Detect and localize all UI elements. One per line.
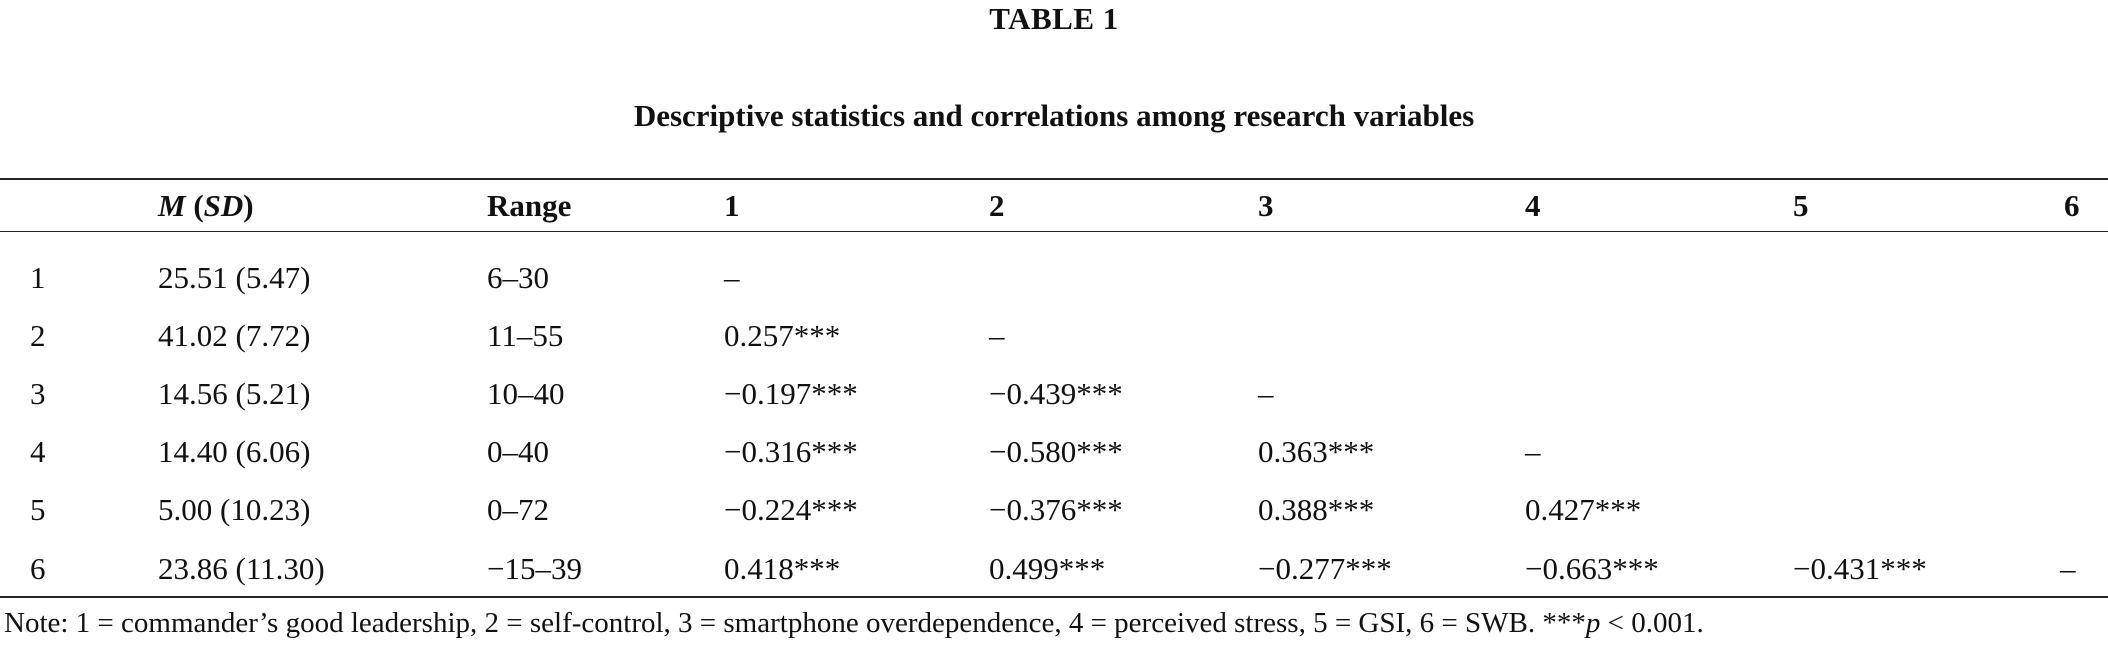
header-mean-sd: M (SD) <box>158 186 254 226</box>
table-note: Note: 1 = commander’s good leadership, 2… <box>4 605 1704 641</box>
row-corr-2: – <box>989 318 1005 353</box>
table-row: 1 25.51 (5.47) 6–30 – <box>0 258 2108 298</box>
row-corr-3: – <box>1258 376 1274 411</box>
note-p-symbol: p <box>1585 607 1601 639</box>
table-label: TABLE 1 <box>989 1 1119 36</box>
row-corr-2: 0.499*** <box>989 551 1106 586</box>
row-range: −15–39 <box>487 551 582 586</box>
row-corr-3: 0.363*** <box>1258 434 1375 469</box>
row-range: 11–55 <box>487 318 564 353</box>
header-col-5: 5 <box>1793 188 1809 223</box>
row-range: 0–72 <box>487 492 549 527</box>
header-sd-open: ( <box>185 188 204 223</box>
row-mean-sd: 23.86 (11.30) <box>158 551 325 586</box>
row-corr-1: −0.197*** <box>724 376 858 411</box>
header-mean: M <box>158 188 186 223</box>
header-col-3: 3 <box>1258 188 1274 223</box>
row-corr-6: – <box>2060 551 2076 586</box>
row-corr-3: 0.388*** <box>1258 492 1375 527</box>
header-rule <box>0 231 2108 232</box>
row-id: 4 <box>30 434 46 469</box>
header-col-6: 6 <box>2064 188 2080 223</box>
header-col-4: 4 <box>1525 188 1541 223</box>
row-corr-1: −0.316*** <box>724 434 858 469</box>
row-corr-1: 0.257*** <box>724 318 841 353</box>
row-corr-2: −0.439*** <box>989 376 1123 411</box>
row-corr-1: – <box>724 260 740 295</box>
row-corr-3: −0.277*** <box>1258 551 1392 586</box>
table-row: 2 41.02 (7.72) 11–55 0.257*** – <box>0 316 2108 356</box>
row-corr-4: −0.663*** <box>1525 551 1659 586</box>
header-col-2: 2 <box>989 188 1005 223</box>
row-range: 10–40 <box>487 376 565 411</box>
row-id: 3 <box>30 376 46 411</box>
table-row: 5 5.00 (10.23) 0–72 −0.224*** −0.376*** … <box>0 490 2108 530</box>
top-rule <box>0 178 2108 180</box>
note-p-threshold: < 0.001. <box>1600 607 1704 639</box>
row-corr-2: −0.376*** <box>989 492 1123 527</box>
row-corr-4: 0.427*** <box>1525 492 1642 527</box>
row-mean-sd: 41.02 (7.72) <box>158 318 311 353</box>
row-corr-4: – <box>1525 434 1541 469</box>
table-header-row: M (SD) Range 1 2 3 4 5 6 <box>0 186 2108 226</box>
row-corr-1: −0.224*** <box>724 492 858 527</box>
row-range: 0–40 <box>487 434 549 469</box>
bottom-rule <box>0 596 2108 598</box>
table-row: 4 14.40 (6.06) 0–40 −0.316*** −0.580*** … <box>0 432 2108 472</box>
row-range: 6–30 <box>487 260 549 295</box>
row-corr-2: −0.580*** <box>989 434 1123 469</box>
row-id: 2 <box>30 318 46 353</box>
table-row: 3 14.56 (5.21) 10–40 −0.197*** −0.439***… <box>0 374 2108 414</box>
header-range: Range <box>487 188 572 223</box>
row-mean-sd: 25.51 (5.47) <box>158 260 311 295</box>
row-mean-sd: 14.56 (5.21) <box>158 376 311 411</box>
row-id: 5 <box>30 492 46 527</box>
note-text: Note: 1 = commander’s good leadership, 2… <box>4 607 1586 639</box>
header-sd-close: ) <box>243 188 254 223</box>
row-mean-sd: 5.00 (10.23) <box>158 492 311 527</box>
header-col-1: 1 <box>724 188 740 223</box>
row-id: 1 <box>30 260 46 295</box>
row-corr-1: 0.418*** <box>724 551 841 586</box>
row-corr-5: −0.431*** <box>1793 551 1927 586</box>
row-mean-sd: 14.40 (6.06) <box>158 434 311 469</box>
header-sd: SD <box>203 188 244 223</box>
table-caption: Descriptive statistics and correlations … <box>633 98 1475 133</box>
row-id: 6 <box>30 551 46 586</box>
table-row: 6 23.86 (11.30) −15–39 0.418*** 0.499***… <box>0 549 2108 589</box>
